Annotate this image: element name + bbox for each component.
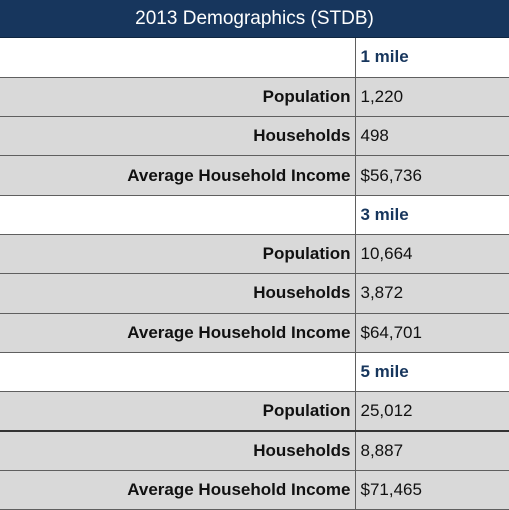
row-value: 3,872 <box>355 273 509 314</box>
row-value: $56,736 <box>355 155 509 196</box>
row-value: 498 <box>355 116 509 157</box>
radius-label: 3 mile <box>355 195 509 235</box>
table-row: Average Household Income $64,701 <box>0 313 509 353</box>
table-row: Average Household Income $71,465 <box>0 470 509 510</box>
row-label: Average Household Income <box>0 155 356 196</box>
row-label: Population <box>0 391 356 432</box>
row-label: Households <box>0 116 356 157</box>
row-label: Households <box>0 430 356 471</box>
row-value: 8,887 <box>355 430 509 471</box>
row-value: $64,701 <box>355 313 509 353</box>
section-header-blank-cell <box>0 195 356 235</box>
table-row: Average Household Income $56,736 <box>0 155 509 196</box>
section-header-blank-cell <box>0 352 356 393</box>
row-label: Households <box>0 273 356 314</box>
demographics-table: 1 mile Population 1,220 Households 498 A… <box>0 38 509 510</box>
row-label: Average Household Income <box>0 470 356 510</box>
row-label: Population <box>0 77 356 118</box>
row-label: Population <box>0 234 356 275</box>
radius-label: 5 mile <box>355 352 509 393</box>
table-title: 2013 Demographics (STDB) <box>0 0 509 38</box>
table-row: Population 25,012 <box>0 391 509 432</box>
row-value: 10,664 <box>355 234 509 275</box>
section-header-row: 5 mile <box>0 352 509 393</box>
section-header-row: 1 mile <box>0 38 509 78</box>
section-header-blank-cell <box>0 38 356 78</box>
table-row: Population 10,664 <box>0 234 509 275</box>
radius-label: 1 mile <box>355 38 509 78</box>
table-row: Households 498 <box>0 116 509 157</box>
table-row: Population 1,220 <box>0 77 509 118</box>
row-label: Average Household Income <box>0 313 356 353</box>
section-header-row: 3 mile <box>0 195 509 235</box>
row-value: $71,465 <box>355 470 509 510</box>
row-value: 25,012 <box>355 391 509 432</box>
table-row: Households 8,887 <box>0 430 509 471</box>
table-row: Households 3,872 <box>0 273 509 314</box>
row-value: 1,220 <box>355 77 509 118</box>
